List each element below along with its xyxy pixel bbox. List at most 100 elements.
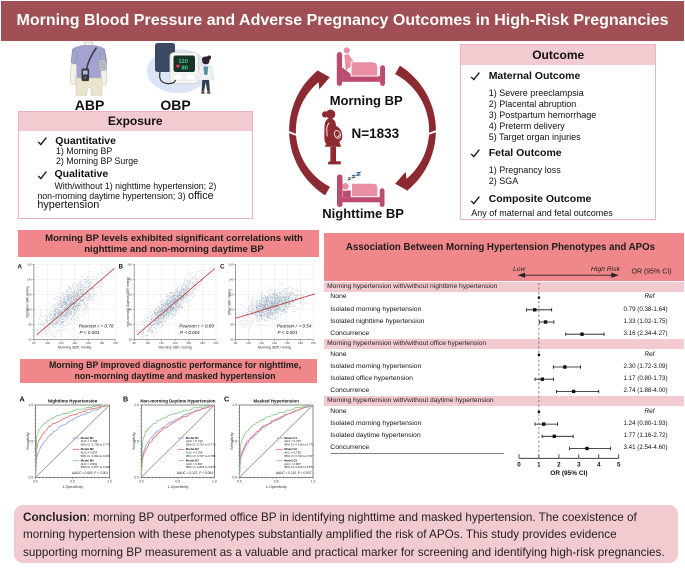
svg-text:A: A	[20, 395, 25, 404]
svg-text:0.0: 0.0	[33, 480, 38, 484]
svg-text:1.0: 1.0	[107, 480, 112, 484]
svg-text:100: 100	[45, 341, 50, 345]
svg-text:200: 200	[311, 341, 316, 345]
svg-text:120: 120	[229, 293, 234, 297]
svg-text:60: 60	[129, 338, 133, 342]
svg-text:Low: Low	[513, 266, 527, 273]
svg-text:Office SBP, mmHg: Office SBP, mmHg	[227, 289, 231, 316]
svg-text:Nighttime Hypertension: Nighttime Hypertension	[48, 398, 98, 403]
svg-text:ΔAUC = 0.062, P < 0.001: ΔAUC = 0.062, P < 0.001	[72, 471, 108, 475]
svg-text:AUC = 0.829: AUC = 0.829	[81, 451, 98, 455]
svg-text:P < 0.001: P < 0.001	[79, 330, 99, 335]
svg-text:80: 80	[230, 323, 234, 327]
svg-text:95% CI: 0.877 to 0.905: 95% CI: 0.877 to 0.905	[81, 465, 111, 469]
svg-text:1.0: 1.0	[134, 403, 139, 407]
svg-text:140: 140	[272, 341, 277, 345]
svg-text:AUC = 0.891: AUC = 0.891	[81, 462, 98, 466]
svg-text:OR (95% CI): OR (95% CI)	[550, 470, 587, 477]
svg-text:95% CI: 0.810 to 0.847: 95% CI: 0.810 to 0.847	[81, 454, 111, 458]
svg-text:5: 5	[617, 462, 621, 469]
svg-text:1: 1	[537, 462, 541, 469]
svg-text:C: C	[220, 263, 225, 270]
svg-text:0.5: 0.5	[176, 480, 181, 484]
svg-text:1.0: 1.0	[28, 403, 33, 407]
svg-text:1-Specificity: 1-Specificity	[266, 484, 287, 489]
svg-text:0.0: 0.0	[28, 476, 33, 480]
svg-text:AUC = 0.847: AUC = 0.847	[186, 462, 203, 466]
svg-text:140: 140	[27, 277, 32, 281]
svg-text:95% CI: 0.735 to 0.779: 95% CI: 0.735 to 0.779	[81, 443, 111, 447]
svg-text:1-Specificity: 1-Specificity	[62, 484, 83, 489]
svg-text:180: 180	[100, 341, 105, 345]
svg-text:200: 200	[113, 341, 118, 345]
svg-text:Pearson r = 0.54: Pearson r = 0.54	[277, 324, 312, 329]
svg-text:60: 60	[230, 338, 234, 342]
svg-text:95% CI: 0.643 to 0.874: 95% CI: 0.643 to 0.874	[284, 465, 314, 469]
svg-text:0.0: 0.0	[232, 476, 237, 480]
svg-text:Model C3: Model C3	[284, 459, 297, 463]
svg-text:Model D1: Model D1	[186, 436, 199, 440]
svg-text:0: 0	[517, 462, 521, 469]
svg-text:Morning SBP, mmHg: Morning SBP, mmHg	[58, 346, 91, 350]
svg-text:120: 120	[59, 341, 64, 345]
svg-text:140: 140	[72, 341, 77, 345]
svg-text:95% CI: 0.824 to 0.875: 95% CI: 0.824 to 0.875	[186, 465, 216, 469]
svg-text:100: 100	[229, 308, 234, 312]
svg-text:Pearson r = 0.89: Pearson r = 0.89	[179, 324, 214, 329]
svg-text:1.0: 1.0	[212, 480, 217, 484]
svg-text:High Risk: High Risk	[591, 266, 621, 273]
svg-text:95% CI: 0.704 to 0.767: 95% CI: 0.704 to 0.767	[284, 454, 314, 458]
svg-text:0.0: 0.0	[237, 480, 242, 484]
svg-text:160: 160	[86, 341, 91, 345]
svg-text:0.0: 0.0	[139, 480, 144, 484]
svg-text:Model C2: Model C2	[284, 447, 297, 451]
svg-text:100: 100	[246, 341, 251, 345]
svg-text:P < 0.001: P < 0.001	[180, 330, 200, 335]
svg-text:Nighttime SBP, mmHg: Nighttime SBP, mmHg	[26, 286, 30, 318]
svg-text:ΔAUC = 0.127, P = 0.004: ΔAUC = 0.127, P = 0.004	[177, 471, 213, 475]
svg-text:Model M3: Model M3	[81, 459, 95, 463]
svg-text:140: 140	[173, 341, 178, 345]
svg-text:Sensitivity: Sensitivity	[25, 432, 30, 450]
svg-text:120: 120	[178, 59, 188, 65]
svg-text:160: 160	[127, 262, 132, 266]
svg-text:Morning SBP, mmHg: Morning SBP, mmHg	[258, 346, 291, 350]
svg-text:1.0: 1.0	[311, 480, 316, 484]
svg-text:120: 120	[159, 341, 164, 345]
svg-text:95% CI: 0.710 to 0.775: 95% CI: 0.710 to 0.775	[186, 443, 216, 447]
svg-text:AUC = 0.725: AUC = 0.725	[284, 439, 301, 443]
svg-text:AUC = 0.768: AUC = 0.768	[81, 439, 98, 443]
svg-text:140: 140	[127, 277, 132, 281]
svg-text:95% CI: 0.727 to 0.784: 95% CI: 0.727 to 0.784	[186, 454, 216, 458]
svg-text:60: 60	[29, 338, 33, 342]
svg-text:120: 120	[127, 293, 132, 297]
svg-text:Model C1: Model C1	[284, 436, 297, 440]
svg-text:A: A	[18, 263, 23, 270]
svg-text:AUC = 0.736: AUC = 0.736	[284, 451, 301, 455]
svg-text:Non-morning Daytime Hypertensi: Non-morning Daytime Hypertension	[140, 398, 215, 403]
svg-text:AUC = 0.756: AUC = 0.756	[186, 451, 203, 455]
svg-text:100: 100	[27, 308, 32, 312]
svg-text:95% CI: 0.718 to 0.772: 95% CI: 0.718 to 0.772	[284, 443, 314, 447]
svg-text:180: 180	[200, 341, 205, 345]
svg-text:4: 4	[597, 462, 601, 469]
svg-text:160: 160	[285, 341, 290, 345]
svg-text:160: 160	[229, 262, 234, 266]
svg-text:80: 80	[29, 323, 33, 327]
svg-text:C: C	[224, 395, 229, 404]
svg-text:P < 0.001: P < 0.001	[277, 330, 297, 335]
svg-text:0.5: 0.5	[70, 480, 75, 484]
svg-text:0.5: 0.5	[274, 480, 279, 484]
svg-text:Pearson r = 0.78: Pearson r = 0.78	[79, 324, 114, 329]
svg-text:3: 3	[577, 462, 581, 469]
svg-text:ΔAUC = 0.110, P = 0.007: ΔAUC = 0.110, P = 0.007	[276, 471, 312, 475]
svg-text:Model M1: Model M1	[81, 436, 95, 440]
svg-text:120: 120	[259, 341, 264, 345]
svg-text:0.5: 0.5	[232, 439, 237, 443]
svg-text:B: B	[119, 263, 124, 270]
svg-text:180: 180	[298, 341, 303, 345]
svg-text:Model D2: Model D2	[186, 447, 199, 451]
svg-text:0.0: 0.0	[134, 476, 139, 480]
svg-text:200: 200	[214, 341, 219, 345]
svg-text:80: 80	[129, 323, 133, 327]
